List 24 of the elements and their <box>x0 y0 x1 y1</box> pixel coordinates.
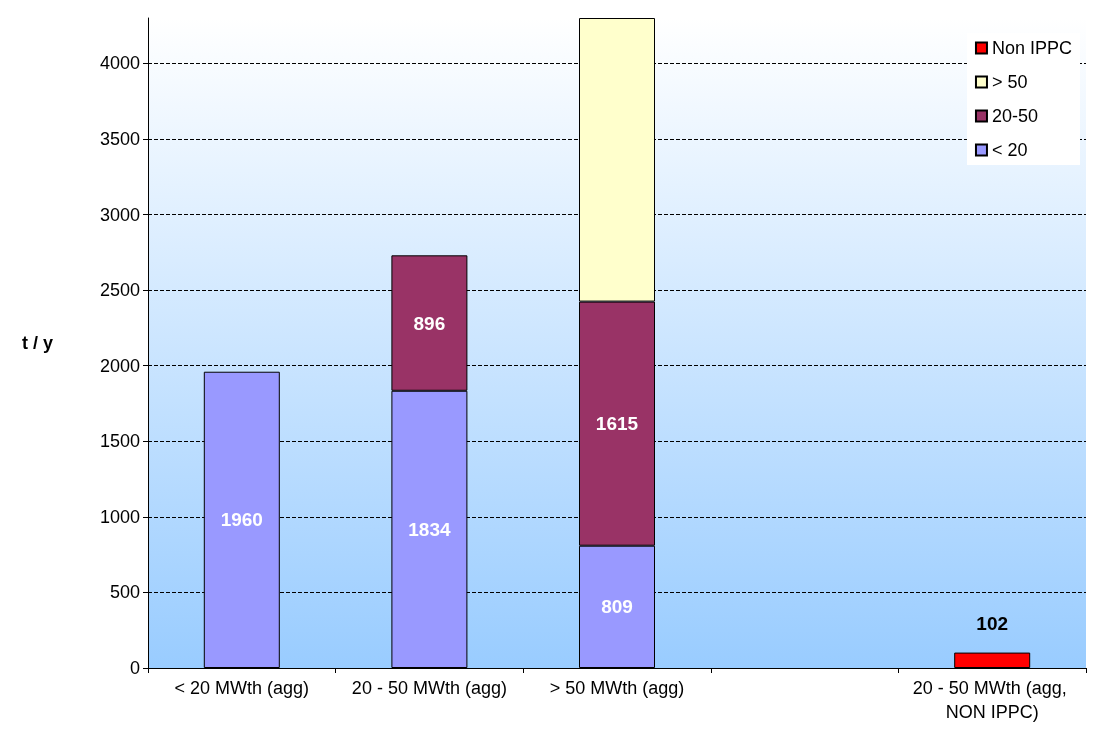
y-tick-label: 2500 <box>99 280 140 301</box>
y-tick-label: 4000 <box>99 53 140 74</box>
data-label: 1834 <box>408 518 451 540</box>
x-tick-label: 20 - 50 MWth (agg, NON IPPC) <box>912 678 1072 722</box>
legend-label: < 20 <box>991 140 1028 160</box>
legend-label: > 50 <box>991 72 1028 92</box>
data-label: 896 <box>413 312 446 334</box>
y-tick-label: 500 <box>109 582 140 603</box>
x-tick-label: < 20 MWth (agg) <box>174 678 310 698</box>
y-tick-label: 2000 <box>99 355 140 376</box>
x-tick-label: 20 - 50 MWth (agg) <box>351 678 507 698</box>
y-tick-label: 3500 <box>99 128 140 149</box>
y-tick-label: 0 <box>129 658 140 678</box>
y-tick-label: 1000 <box>99 506 140 527</box>
legend-label: 20-50 <box>991 106 1039 126</box>
y-axis-title: t / y <box>21 333 53 353</box>
data-label: 102 <box>976 612 1009 634</box>
data-label: 1615 <box>595 413 639 435</box>
data-label: 809 <box>601 596 633 618</box>
legend-label: Non IPPC <box>991 38 1073 58</box>
y-tick-label: 3000 <box>99 204 140 225</box>
x-tick-label: > 50 MWth (agg) <box>549 678 685 698</box>
y-tick-label: 1500 <box>99 431 140 452</box>
data-label: 1960 <box>220 509 263 531</box>
